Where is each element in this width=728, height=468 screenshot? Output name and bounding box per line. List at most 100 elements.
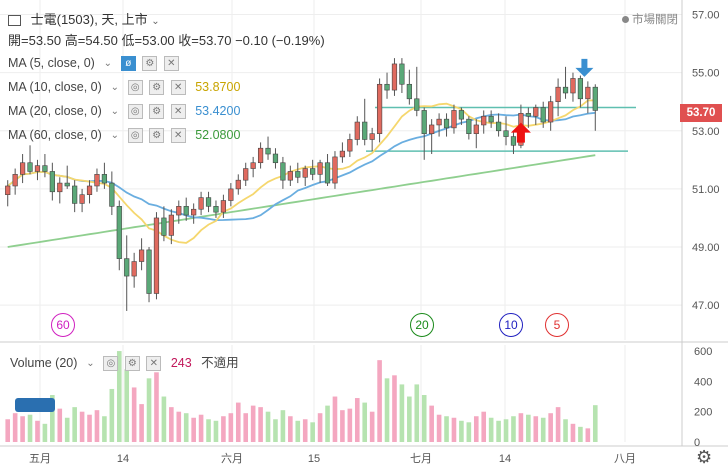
close-icon[interactable]: ✕ xyxy=(170,80,186,96)
volume-bar xyxy=(57,408,63,442)
candle-body xyxy=(272,153,279,164)
candle-body xyxy=(116,206,122,259)
candle-body xyxy=(458,110,465,120)
candle-body xyxy=(466,118,472,134)
ma-5-legend[interactable]: MA (5, close, 0) ⌄ ø ⚙ ✕ xyxy=(8,54,179,72)
gear-icon[interactable]: ⚙ xyxy=(696,447,713,467)
volume-bar xyxy=(258,407,263,442)
volume-bar xyxy=(347,408,353,442)
candle-body xyxy=(79,194,85,204)
volume-bar xyxy=(578,426,583,442)
candle-body xyxy=(533,107,539,117)
y-tick-label: 57.00 xyxy=(692,10,720,22)
candle-body xyxy=(5,185,11,196)
volume-bar xyxy=(109,388,115,442)
candle-body xyxy=(12,174,18,187)
candle-body xyxy=(64,182,70,187)
x-tick-label: 14 xyxy=(499,453,511,465)
candle-body xyxy=(473,124,479,134)
candle-body xyxy=(555,86,561,103)
gear-icon[interactable]: ⚙ xyxy=(149,104,165,120)
candle-body xyxy=(183,206,189,216)
watermark-icon xyxy=(15,398,55,412)
volume-tick-label: 600 xyxy=(694,346,712,358)
chevron-down-icon[interactable]: ⌄ xyxy=(110,82,119,94)
volume-legend[interactable]: Volume (20) ⌄ ◎ ⚙ ✕ 243 不適用 xyxy=(10,356,239,372)
y-tick-label: 55.00 xyxy=(692,68,720,80)
close-value: 53.70 xyxy=(198,33,232,48)
candle-body xyxy=(265,147,271,155)
volume-bar xyxy=(429,405,434,442)
volume-bar xyxy=(243,413,249,442)
volume-bar xyxy=(384,378,390,442)
volume-bar xyxy=(228,413,234,442)
chevron-down-icon[interactable]: ⌄ xyxy=(110,130,119,142)
candlestick-icon[interactable] xyxy=(8,15,21,27)
gear-icon[interactable]: ⚙ xyxy=(149,80,165,96)
volume-tick-label: 200 xyxy=(694,407,712,419)
ma-60-value: 52.0800 xyxy=(195,128,241,142)
marker-10[interactable]: 10 xyxy=(499,313,523,337)
eye-icon[interactable]: ◎ xyxy=(127,80,143,96)
volume-bar xyxy=(50,395,55,442)
volume-bar xyxy=(295,420,301,442)
candle-body xyxy=(49,171,55,193)
candle-body xyxy=(347,139,353,152)
close-icon[interactable]: ✕ xyxy=(170,128,186,144)
marker-20[interactable]: 20 xyxy=(410,313,434,337)
chevron-down-icon[interactable]: ⌄ xyxy=(151,16,160,27)
circle-icon xyxy=(622,16,629,24)
volume-bar xyxy=(533,416,539,442)
candle-body xyxy=(257,147,264,164)
gear-icon[interactable]: ⚙ xyxy=(142,56,158,72)
volume-bar xyxy=(317,413,323,442)
eye-off-icon[interactable]: ø xyxy=(120,56,136,72)
close-icon[interactable]: ✕ xyxy=(170,104,186,120)
volume-bar xyxy=(72,407,77,442)
candle-body xyxy=(399,63,405,85)
candle-body xyxy=(146,249,152,294)
ma-10-legend[interactable]: MA (10, close, 0) ⌄ ◎ ⚙ ✕ 53.8700 xyxy=(8,80,241,96)
volume-bar xyxy=(399,384,405,442)
candle-body xyxy=(138,249,145,262)
close-icon[interactable]: ✕ xyxy=(163,56,179,72)
y-tick-label: 49.00 xyxy=(692,242,720,254)
eye-icon[interactable]: ◎ xyxy=(127,104,143,120)
candle-body xyxy=(592,86,598,111)
chevron-down-icon[interactable]: ⌄ xyxy=(103,58,113,70)
high-value: 54.50 xyxy=(85,33,118,48)
candle-body xyxy=(362,121,368,140)
close-icon[interactable]: ✕ xyxy=(146,356,162,372)
volume-bar xyxy=(288,416,293,442)
change-value: −0.10 (−0.19%) xyxy=(235,33,325,48)
marker-60[interactable]: 60 xyxy=(51,313,75,337)
candle-body xyxy=(176,206,182,216)
volume-bar xyxy=(548,413,553,442)
candle-body xyxy=(19,162,26,175)
gear-icon[interactable]: ⚙ xyxy=(149,128,165,144)
volume-bar xyxy=(518,413,524,442)
volume-bar xyxy=(265,411,271,442)
candle-body xyxy=(354,121,360,140)
ma-60-legend[interactable]: MA (60, close, 0) ⌄ ◎ ⚙ ✕ 52.0800 xyxy=(8,128,241,144)
eye-icon[interactable]: ◎ xyxy=(127,128,143,144)
ma-20-legend[interactable]: MA (20, close, 0) ⌄ ◎ ⚙ ✕ 53.4200 xyxy=(8,104,241,120)
candle-body xyxy=(124,258,130,277)
eye-icon[interactable]: ◎ xyxy=(103,356,119,372)
candle-body xyxy=(339,150,346,158)
volume-bar xyxy=(377,360,382,442)
chevron-down-icon[interactable]: ⌄ xyxy=(86,358,95,370)
marker-5[interactable]: 5 xyxy=(545,313,569,337)
chevron-down-icon[interactable]: ⌄ xyxy=(110,106,119,118)
candle-body xyxy=(585,86,591,100)
volume-bar xyxy=(511,416,516,442)
candle-body xyxy=(421,110,427,134)
candle-body xyxy=(503,130,509,137)
volume-bar xyxy=(407,396,412,442)
ma-20-value: 53.4200 xyxy=(195,104,241,118)
close-label: 收= xyxy=(178,33,199,48)
candle-body xyxy=(131,261,137,277)
gear-icon[interactable]: ⚙ xyxy=(124,356,140,372)
low-value: 53.00 xyxy=(142,33,175,48)
